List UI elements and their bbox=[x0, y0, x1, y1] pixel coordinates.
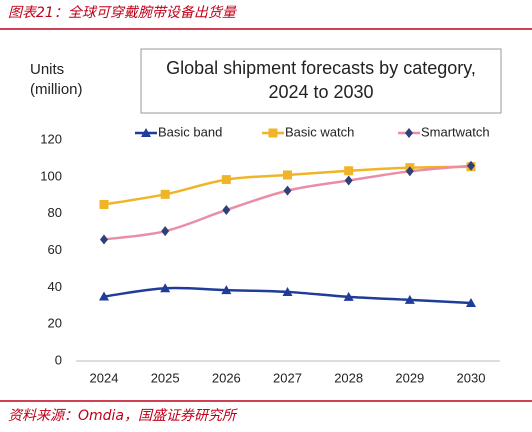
marker bbox=[160, 189, 170, 199]
x-tick-label: 2029 bbox=[395, 370, 424, 385]
chart-title: 2024 to 2030 bbox=[268, 82, 373, 102]
y-tick-label: 120 bbox=[40, 131, 62, 146]
legend-label: Smartwatch bbox=[421, 124, 490, 139]
y-tick-label: 0 bbox=[55, 352, 62, 367]
marker bbox=[221, 175, 231, 185]
marker bbox=[100, 234, 108, 245]
marker bbox=[404, 294, 415, 304]
marker bbox=[99, 199, 109, 209]
y-axis-label: (million) bbox=[30, 81, 83, 98]
y-tick-label: 60 bbox=[48, 242, 62, 257]
marker bbox=[222, 204, 231, 215]
chart-title: Global shipment forecasts by category, bbox=[166, 58, 476, 78]
legend-label: Basic band bbox=[158, 124, 222, 139]
y-tick-label: 20 bbox=[48, 316, 62, 331]
x-tick-label: 2026 bbox=[212, 370, 241, 385]
marker bbox=[161, 226, 170, 237]
marker bbox=[405, 166, 414, 177]
marker bbox=[141, 128, 151, 137]
x-tick-label: 2025 bbox=[151, 370, 180, 385]
legend-label: Basic watch bbox=[285, 124, 354, 139]
marker bbox=[466, 297, 476, 307]
x-tick-label: 2027 bbox=[273, 370, 302, 385]
marker bbox=[268, 128, 278, 138]
marker bbox=[344, 175, 353, 186]
marker bbox=[344, 166, 354, 176]
y-tick-label: 40 bbox=[48, 279, 62, 294]
marker bbox=[343, 291, 354, 301]
y-axis-label: Units bbox=[30, 61, 64, 78]
marker bbox=[467, 160, 475, 171]
source: 资料来源：Omdia，国盛证券研究所 bbox=[8, 408, 238, 424]
x-tick-label: 2028 bbox=[334, 370, 363, 385]
marker bbox=[283, 185, 292, 196]
x-tick-label: 2030 bbox=[457, 370, 486, 385]
marker bbox=[282, 286, 293, 296]
y-tick-label: 80 bbox=[48, 205, 62, 220]
marker bbox=[160, 283, 171, 293]
marker bbox=[99, 291, 109, 301]
x-tick-label: 2024 bbox=[90, 370, 119, 385]
marker bbox=[283, 170, 292, 180]
marker bbox=[221, 285, 232, 295]
y-tick-label: 100 bbox=[40, 168, 62, 183]
caption: 图表21：全球可穿戴腕带设备出货量 bbox=[8, 5, 238, 21]
title-box bbox=[140, 48, 502, 114]
marker bbox=[405, 128, 413, 138]
